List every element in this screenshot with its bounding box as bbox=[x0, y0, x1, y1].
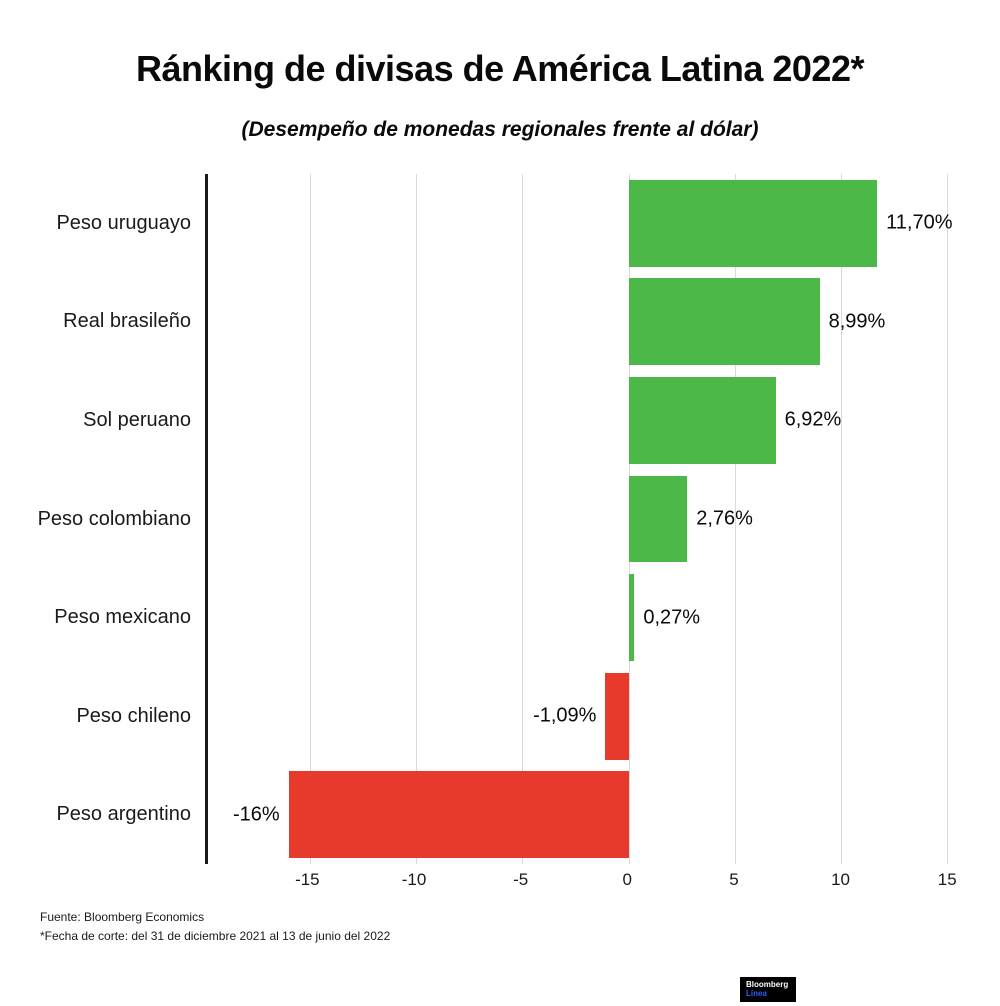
gridline bbox=[734, 174, 736, 864]
x-tick-label: -15 bbox=[295, 870, 320, 889]
source-text: Fuente: Bloomberg Economics bbox=[40, 910, 205, 924]
x-axis-ticks: -15 -10 -5 0 5 10 15 bbox=[205, 864, 960, 894]
gridline bbox=[416, 174, 418, 864]
chart-title: Ránking de divisas de América Latina 202… bbox=[136, 48, 865, 89]
value-label: -1,09% bbox=[533, 704, 597, 727]
bar bbox=[628, 179, 878, 267]
bar-chart: Peso uruguayo Real brasileño Sol peruano Pe… bbox=[0, 174, 1000, 864]
logo-line2: Línea bbox=[746, 988, 767, 998]
bar bbox=[628, 475, 688, 563]
value-label: 11,70% bbox=[886, 211, 953, 234]
category-label: Sol peruano bbox=[83, 408, 191, 431]
x-tick-label: 10 bbox=[831, 870, 851, 889]
x-tick-label: 0 bbox=[622, 870, 633, 889]
footer: Fuente: Bloomberg Economics *Fecha de co… bbox=[40, 908, 1000, 946]
x-tick-label: 5 bbox=[729, 870, 739, 889]
bar bbox=[628, 278, 820, 366]
category-labels-column: Peso uruguayo Real brasileño Sol peruano Pe… bbox=[0, 174, 205, 864]
category-label: Peso colombiano bbox=[37, 507, 191, 530]
category-label: Peso mexicano bbox=[54, 606, 191, 629]
bar bbox=[628, 574, 635, 661]
plot-area: 11,70% 8,99% 6,92% 2,76% 0,27% -1,09% -16% bbox=[205, 174, 960, 864]
gridline bbox=[522, 174, 524, 864]
chart-header: Ránking de divisas de América Latina 202… bbox=[0, 0, 1000, 142]
bar bbox=[628, 377, 776, 464]
value-label: -16% bbox=[233, 803, 280, 826]
x-tick-label: 15 bbox=[937, 870, 957, 889]
x-tick-label: -10 bbox=[401, 870, 427, 889]
footnote-text: *Fecha de corte: del 31 de diciembre 202… bbox=[40, 929, 391, 944]
category-label: Peso uruguayo bbox=[56, 211, 191, 234]
gridline bbox=[947, 174, 949, 864]
bloomberg-linea-logo: Bloomberg Línea bbox=[740, 976, 797, 1002]
value-label: 0,27% bbox=[643, 606, 701, 629]
bar bbox=[605, 672, 629, 760]
value-label: 2,76% bbox=[696, 507, 753, 530]
category-label: Real brasileño bbox=[63, 310, 191, 333]
bar bbox=[288, 771, 629, 859]
category-label: Peso chileno bbox=[76, 704, 191, 727]
chart-subtitle: (Desempeño de monedas regionales frente … bbox=[241, 118, 759, 141]
x-tick-label: -5 bbox=[513, 870, 529, 889]
value-label: 8,99% bbox=[828, 310, 886, 333]
x-axis-spacer bbox=[0, 864, 205, 894]
category-label: Peso argentino bbox=[56, 803, 191, 826]
gridline bbox=[309, 174, 311, 864]
gridline bbox=[841, 174, 843, 864]
logo-line1: Bloomberg bbox=[746, 979, 789, 989]
value-label: 6,92% bbox=[784, 408, 842, 431]
x-axis: -15 -10 -5 0 5 10 15 bbox=[0, 864, 1000, 894]
